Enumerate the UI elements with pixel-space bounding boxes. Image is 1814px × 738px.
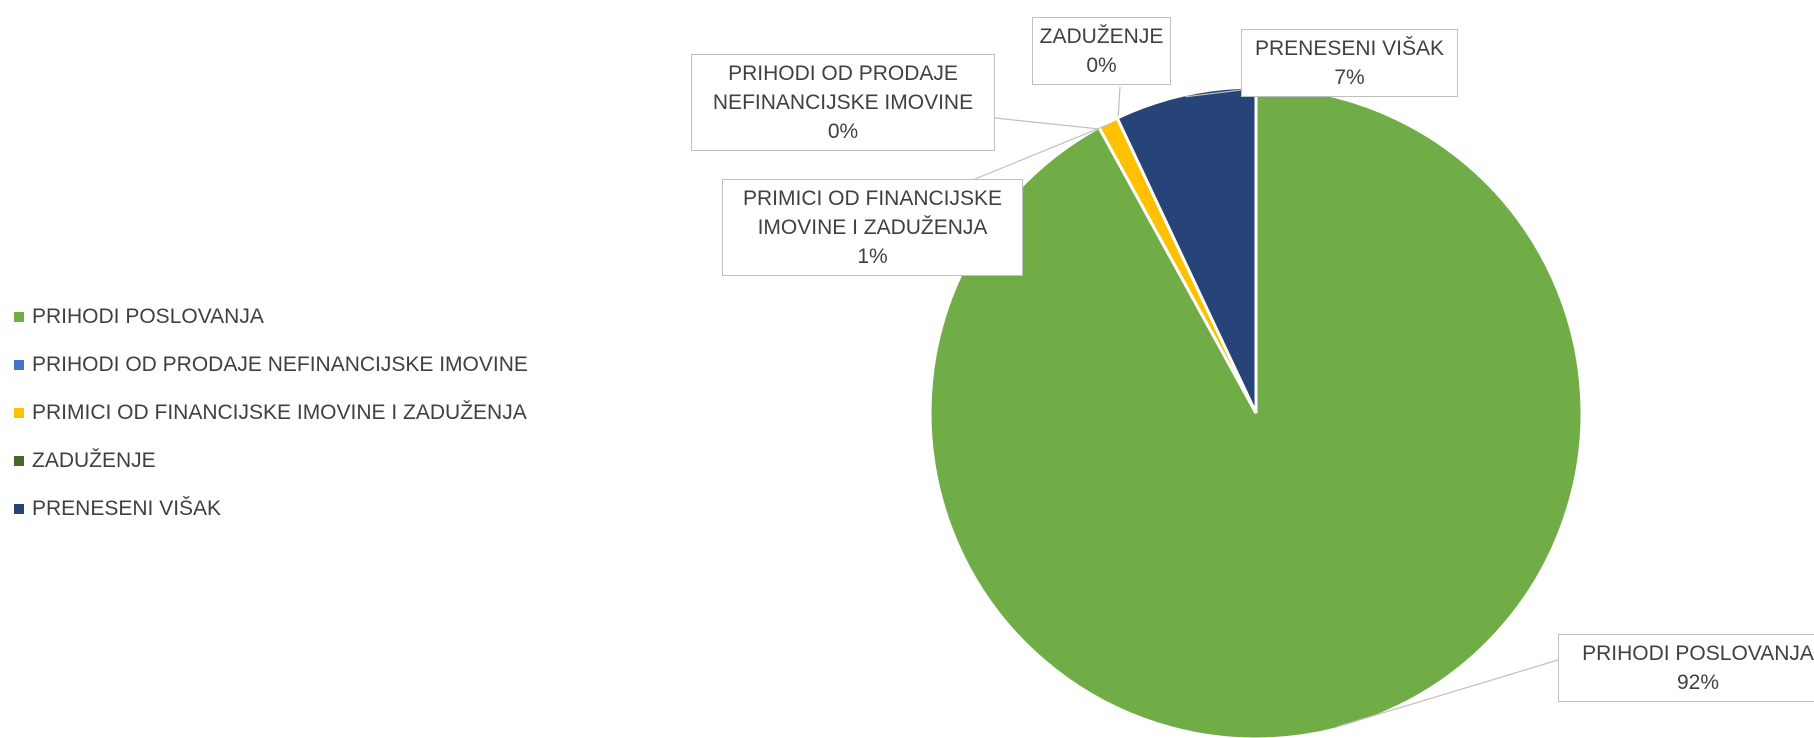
data-label: ZADUŽENJE 0%: [1032, 17, 1171, 85]
legend-swatch: [14, 312, 24, 322]
data-label: PRIHODI POSLOVANJA 92%: [1558, 634, 1814, 702]
legend-label: PRENESENI VIŠAK: [32, 497, 222, 520]
legend-swatch: [14, 408, 24, 418]
legend-swatch: [14, 456, 24, 466]
leader-line: [1185, 89, 1242, 98]
data-label-value: 92%: [1676, 671, 1720, 694]
data-label-value: 1%: [857, 245, 888, 268]
legend-entry: PRIHODI POSLOVANJA: [14, 305, 264, 329]
data-label-name: PRENESENI VIŠAK: [1254, 37, 1445, 60]
legend-entry: PRIMICI OD FINANCIJSKE IMOVINE I ZADUŽEN…: [14, 401, 527, 425]
data-label-value: 0%: [1086, 54, 1117, 77]
legend-entry: PRIHODI OD PRODAJE NEFINANCIJSKE IMOVINE: [14, 353, 528, 377]
leader-line: [1336, 659, 1559, 728]
legend-label: PRIHODI OD PRODAJE NEFINANCIJSKE IMOVINE: [32, 353, 528, 376]
legend-swatch: [14, 360, 24, 370]
data-label-name: ZADUŽENJE: [1039, 25, 1164, 48]
data-label: PRENESENI VIŠAK 7%: [1241, 29, 1458, 97]
leader-line: [1117, 86, 1121, 120]
data-label-value: 0%: [827, 120, 859, 143]
data-label-name: PRIMICI OD FINANCIJSKE IMOVINE I ZADUŽEN…: [742, 187, 1003, 239]
data-label-name: PRIHODI POSLOVANJA: [1582, 642, 1814, 665]
data-label-value: 7%: [1334, 66, 1365, 89]
legend-label: ZADUŽENJE: [32, 449, 156, 472]
data-label: PRIMICI OD FINANCIJSKE IMOVINE I ZADUŽEN…: [722, 179, 1023, 276]
data-label-name: PRIHODI OD PRODAJE NEFINANCIJSKE IMOVINE: [712, 62, 974, 114]
legend-entry: ZADUŽENJE: [14, 449, 156, 473]
legend-entry: PRENESENI VIŠAK: [14, 497, 221, 521]
legend-swatch: [14, 504, 24, 514]
legend-label: PRIHODI POSLOVANJA: [32, 305, 264, 328]
leader-line: [974, 123, 1110, 180]
data-label: PRIHODI OD PRODAJE NEFINANCIJSKE IMOVINE…: [691, 54, 995, 151]
legend-label: PRIMICI OD FINANCIJSKE IMOVINE I ZADUŽEN…: [32, 401, 527, 424]
leader-line: [994, 117, 1100, 130]
